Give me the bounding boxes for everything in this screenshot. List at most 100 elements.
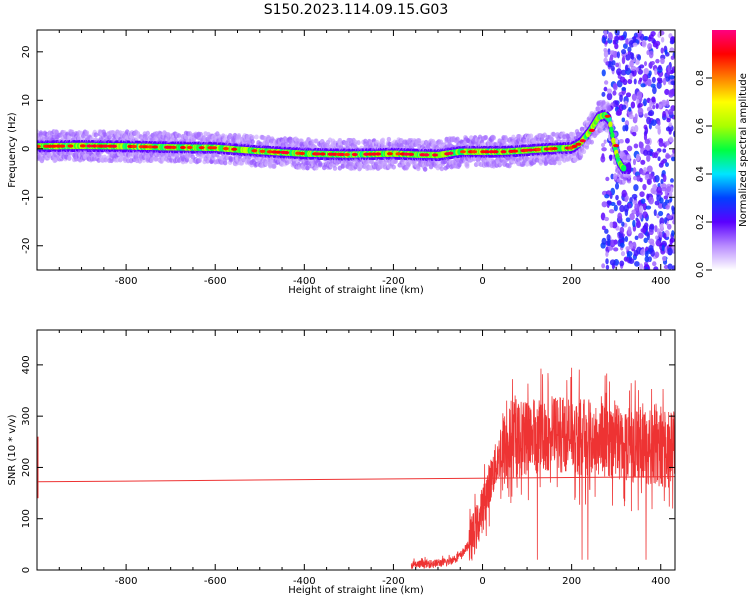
noise-cell: [668, 128, 672, 135]
noise-cell: [667, 247, 673, 256]
noise-cell: [630, 126, 636, 133]
noise-cell: [615, 62, 620, 68]
noise-cell: [603, 86, 608, 92]
noise-cell: [606, 92, 613, 101]
noise-cell: [633, 124, 639, 133]
noise-cell: [614, 35, 620, 42]
noise-cell: [669, 196, 673, 203]
ridge-peak: [408, 152, 415, 156]
noise-cell: [646, 154, 651, 162]
noise-cell: [619, 260, 625, 267]
noise-cell: [638, 205, 644, 214]
noise-cell: [605, 176, 610, 182]
noise-cell: [642, 73, 649, 82]
noise-cell: [644, 255, 650, 263]
noise-cell: [605, 251, 609, 257]
ridge-halo: [38, 130, 44, 136]
noise-cell: [641, 39, 647, 48]
ridge-peak: [102, 144, 109, 148]
noise-cell: [648, 196, 654, 205]
noise-cell: [627, 226, 632, 235]
noise-cell: [633, 143, 639, 149]
noise-cell: [643, 149, 649, 156]
noise-cell: [646, 78, 652, 87]
noise-cell: [601, 69, 606, 77]
noise-cell: [660, 57, 665, 65]
ridge-halo: [314, 138, 319, 144]
ridge-halo: [250, 139, 255, 145]
ridge-peak: [152, 145, 159, 149]
ridge-peak: [403, 152, 410, 156]
noise-cell: [661, 186, 667, 192]
noise-cell: [644, 126, 649, 135]
noise-cell: [669, 39, 675, 45]
noise-cell: [603, 30, 608, 37]
noise-cell: [638, 141, 643, 147]
ridge-halo: [393, 158, 398, 164]
ridge-peak: [483, 150, 490, 154]
noise-cell: [610, 65, 615, 72]
noise-cell: [601, 237, 607, 245]
noise-cell: [631, 93, 637, 102]
ridge-halo: [54, 130, 59, 136]
noise-cell: [637, 107, 644, 116]
ridge-peak: [186, 145, 193, 150]
noise-cell: [606, 88, 613, 94]
ridge-halo: [439, 166, 445, 172]
noise-cell: [636, 218, 640, 226]
ridge-halo: [584, 144, 590, 150]
ridge-halo: [557, 160, 562, 166]
noise-cell: [655, 58, 660, 64]
noise-cell: [613, 204, 618, 212]
noise-cell: [618, 35, 625, 41]
noise-cell: [654, 175, 660, 183]
ridge-peak: [432, 153, 439, 157]
noise-cell: [656, 186, 663, 194]
ridge-halo: [272, 163, 277, 169]
noise-cell: [629, 60, 634, 68]
noise-cell: [655, 103, 659, 109]
ridge-peak: [613, 144, 620, 148]
spectrogram-xtick-label: -800: [115, 276, 138, 287]
noise-cell: [661, 244, 665, 252]
ridge-peak: [147, 145, 154, 149]
ridge-halo: [589, 139, 594, 145]
ridge-halo: [502, 141, 507, 147]
noise-cell: [619, 94, 623, 102]
ridge-peak: [319, 152, 326, 156]
noise-cell: [659, 197, 664, 204]
noise-cell: [621, 117, 626, 123]
noise-cell: [621, 221, 625, 227]
noise-cell: [654, 225, 658, 233]
ridge-halo: [552, 159, 557, 165]
ridge-halo: [188, 159, 194, 165]
noise-cell: [669, 178, 674, 183]
noise-cell: [643, 98, 647, 107]
noise-cell: [621, 48, 627, 55]
noise-cell: [667, 263, 673, 270]
ridge-halo: [528, 133, 534, 139]
ridge-peak: [222, 146, 229, 151]
ridge-peak: [299, 151, 306, 156]
noise-cell: [633, 184, 639, 192]
noise-cell: [643, 133, 648, 141]
noise-cell: [611, 221, 618, 229]
noise-cell: [662, 110, 666, 118]
noise-cell: [616, 51, 620, 59]
noise-cell: [620, 69, 627, 76]
noise-cell: [628, 107, 632, 112]
noise-cell: [666, 186, 671, 193]
noise-cell: [663, 232, 667, 239]
noise-cell: [644, 61, 648, 67]
noise-cell: [623, 204, 629, 213]
ridge-peak: [259, 149, 266, 153]
noise-cell: [655, 124, 661, 130]
ridge-peak: [575, 142, 582, 146]
noise-cell: [609, 154, 613, 162]
noise-cell: [651, 151, 656, 159]
noise-cell: [646, 50, 650, 56]
noise-cell: [603, 139, 607, 144]
noise-cell: [639, 191, 645, 198]
noise-cell: [640, 228, 646, 233]
